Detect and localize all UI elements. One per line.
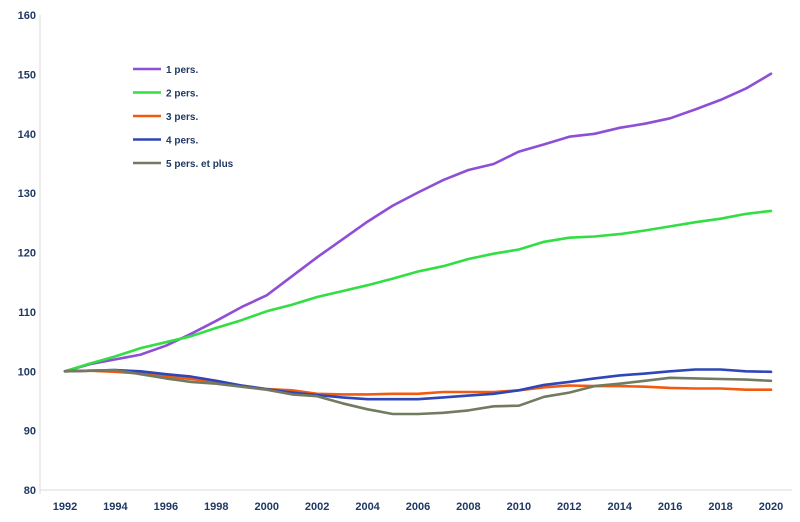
legend-label: 1 pers. xyxy=(166,65,198,76)
legend-label: 3 pers. xyxy=(166,112,198,123)
y-tick-label: 140 xyxy=(18,129,36,141)
series-line-5 xyxy=(63,368,773,416)
legend: 1 pers. 2 pers. 3 pers. 4 pers. 5 pers. et p… xyxy=(133,65,234,170)
legend-label: 5 pers. et plus xyxy=(166,159,234,170)
x-tick-label: 2016 xyxy=(658,501,682,513)
y-tick-label: 150 xyxy=(18,69,36,81)
x-tick-label: 1994 xyxy=(103,501,128,513)
legend-label: 2 pers. xyxy=(166,89,198,100)
series-lines xyxy=(63,72,773,416)
x-tick-label: 2000 xyxy=(254,501,278,513)
y-tick-label: 90 xyxy=(24,426,36,438)
x-tick-label: 2014 xyxy=(607,501,632,513)
axes: 80 90 100 110 120 130 140 150 160 1992 1994 1996 199… xyxy=(18,10,792,513)
series-line-4 xyxy=(63,368,773,401)
y-tick-label: 130 xyxy=(18,188,36,200)
x-tick-label: 1998 xyxy=(204,501,228,513)
y-tick-label: 110 xyxy=(18,307,36,319)
series-line-3 xyxy=(63,369,773,396)
x-tick-label: 1992 xyxy=(53,501,77,513)
x-tick-label: 2018 xyxy=(708,501,732,513)
x-tick-label: 2010 xyxy=(507,501,531,513)
x-tick-label: 2006 xyxy=(406,501,430,513)
y-tick-label: 120 xyxy=(18,248,36,260)
x-tick-label: 2012 xyxy=(557,501,581,513)
x-tick-label: 2020 xyxy=(759,501,783,513)
x-tick-label: 2002 xyxy=(305,501,329,513)
y-tick-label: 160 xyxy=(18,10,36,22)
y-tick-label: 80 xyxy=(24,485,36,497)
x-tick-label: 2004 xyxy=(355,501,380,513)
series-line-2 xyxy=(63,209,773,373)
x-tick-label: 1996 xyxy=(154,501,178,513)
x-tick-label: 2008 xyxy=(456,501,480,513)
y-tick-label: 100 xyxy=(18,366,36,378)
legend-label: 4 pers. xyxy=(166,136,198,147)
